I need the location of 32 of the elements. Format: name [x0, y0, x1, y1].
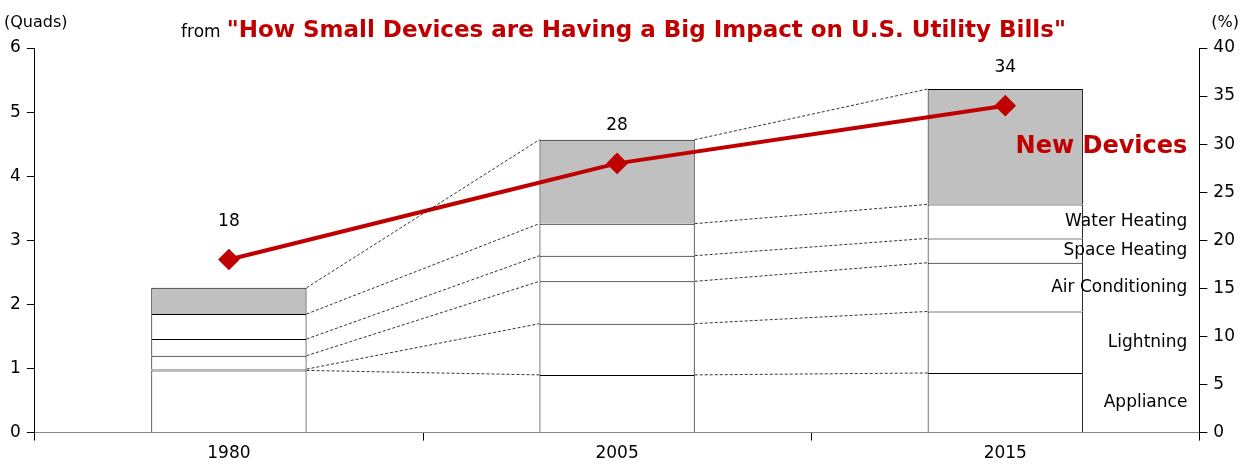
data-label: 18 — [218, 209, 240, 230]
y2-tick-label: 35 — [1213, 84, 1236, 105]
data-label: 34 — [994, 56, 1017, 77]
y-tick-label: 2 — [9, 292, 21, 313]
y2-tick-label: 20 — [1213, 228, 1236, 249]
y2-tick-label: 25 — [1213, 180, 1236, 201]
series-label: New Devices — [1015, 130, 1188, 159]
y-tick-label: 6 — [9, 36, 21, 57]
y2-tick-label: 30 — [1213, 132, 1236, 153]
y-tick-label: 0 — [9, 421, 21, 442]
series-label: Appliance — [1103, 390, 1188, 411]
y-tick-label: 1 — [9, 356, 21, 377]
point — [218, 249, 239, 270]
x-tick-label: 1980 — [207, 442, 251, 463]
text: from — [181, 21, 221, 41]
point — [995, 95, 1016, 116]
y2-tick-label: 5 — [1213, 372, 1225, 393]
x-tick-label: 2005 — [595, 442, 639, 463]
y-axis-title: (Quads) — [4, 12, 68, 31]
chart-title: "How Small Devices are Having a Big Impact on U.S. Utility Bills" — [226, 16, 1066, 42]
point — [607, 153, 628, 174]
y-tick-label: 3 — [9, 228, 21, 249]
y-tick-label: 5 — [9, 100, 21, 121]
y2-axis-title: (%) — [1211, 12, 1239, 31]
y2-tick-label: 0 — [1213, 421, 1225, 442]
y2-tick-label: 10 — [1213, 324, 1236, 345]
y2-tick-label: 15 — [1213, 276, 1236, 297]
x-tick-label: 2015 — [983, 442, 1027, 463]
y2-tick-label: 40 — [1213, 36, 1236, 57]
series-label: Lightning — [1107, 330, 1188, 351]
y-tick-label: 4 — [9, 164, 21, 185]
data-label: 28 — [606, 113, 628, 134]
